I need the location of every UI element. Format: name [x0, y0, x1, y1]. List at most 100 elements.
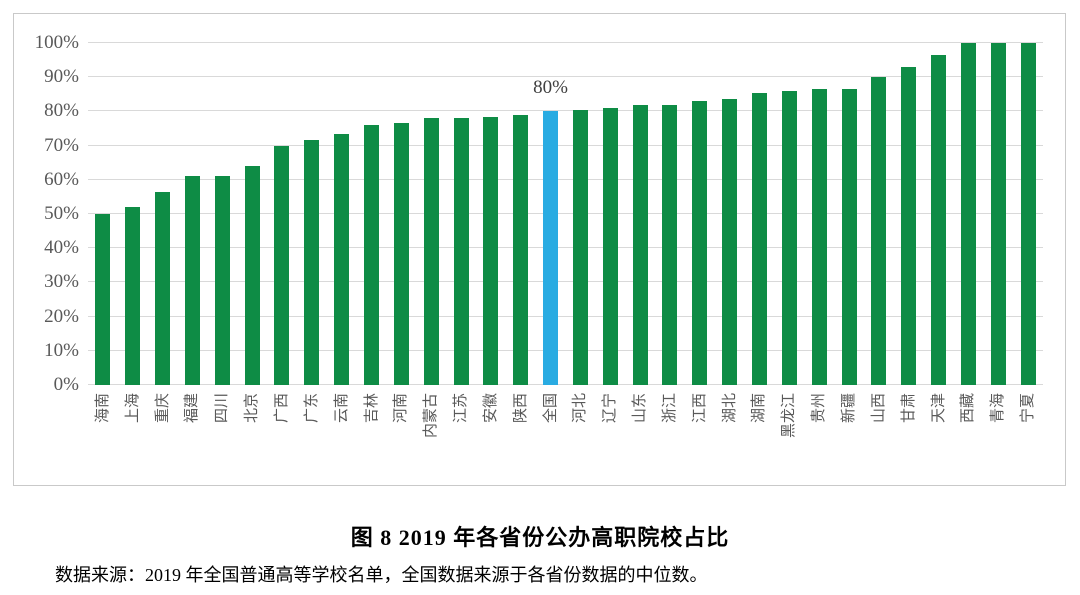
x-axis-label-黑龙江: 黑龙江	[781, 393, 798, 439]
bar-slot-安徽: 安徽	[476, 43, 506, 423]
bar-山西	[871, 77, 887, 385]
y-axis-tick-label-30%: 30%	[44, 271, 79, 293]
y-axis-tick-label-10%: 10%	[44, 339, 79, 361]
x-axis-label-云南: 云南	[333, 393, 350, 424]
x-axis-label-上海: 上海	[124, 393, 141, 424]
x-axis-label-天津: 天津	[930, 393, 947, 424]
y-axis-tick-label-70%: 70%	[44, 134, 79, 156]
bar-slot-吉林: 吉林	[357, 43, 387, 423]
x-axis-label-新疆: 新疆	[841, 393, 858, 424]
data-label-全国: 80%	[533, 77, 568, 99]
x-axis-label-辽宁: 辽宁	[602, 393, 619, 424]
x-axis-label-北京: 北京	[244, 393, 261, 424]
gridline-90%	[88, 76, 1043, 78]
y-axis-tick-label-60%: 60%	[44, 168, 79, 190]
bar-河南	[393, 123, 409, 385]
bar-slot-湖南: 湖南	[745, 43, 775, 423]
x-axis-label-山西: 山西	[870, 393, 887, 424]
x-axis-label-浙江: 浙江	[661, 393, 678, 424]
bar-山东	[632, 104, 648, 385]
bar-北京	[244, 166, 260, 385]
bar-slot-青海: 青海	[983, 43, 1013, 423]
bar-slot-全国: 80% 全国	[533, 43, 568, 423]
bar-安徽	[483, 116, 499, 385]
bar-slot-云南: 云南	[327, 43, 357, 423]
x-axis-label-江西: 江西	[691, 393, 708, 424]
bar-湖北	[722, 99, 738, 385]
bar-slot-浙江: 浙江	[655, 43, 685, 423]
gridline-30%	[88, 281, 1043, 283]
bar-新疆	[841, 89, 857, 385]
bar-slot-福建: 福建	[178, 43, 208, 423]
gridline-40%	[88, 247, 1043, 249]
bar-slot-新疆: 新疆	[834, 43, 864, 423]
x-axis-label-福建: 福建	[184, 393, 201, 424]
x-axis-label-全国: 全国	[542, 393, 559, 424]
figure-caption: 数据来源：2019 年全国普通高等学校名单，全国数据来源于各省份数据的中位数。	[55, 565, 708, 585]
bar-slot-宁夏: 宁夏	[1013, 43, 1043, 423]
bar-黑龙江	[781, 90, 797, 385]
bar-广西	[274, 145, 290, 385]
bars-layer: 海南 上海 重庆 福建 四川 北京 广西 广东 云南 吉林 河南 内蒙古 江苏 安徽 陕西 80% 全国 河北 辽宁…	[88, 43, 1043, 438]
bar-西藏	[960, 43, 976, 385]
bar-slot-江西: 江西	[685, 43, 715, 423]
gridline-60%	[88, 178, 1043, 180]
gridline-100%	[88, 42, 1043, 43]
bar-slot-内蒙古: 内蒙古	[416, 43, 446, 438]
y-axis-tick-label-100%: 100%	[34, 32, 79, 53]
x-axis-label-河南: 河南	[393, 393, 410, 424]
bar-福建	[184, 176, 200, 385]
bar-吉林	[364, 125, 380, 385]
y-axis-tick-label-40%: 40%	[44, 237, 79, 259]
bar-甘肃	[901, 66, 917, 385]
bar-江西	[692, 101, 708, 385]
x-axis-label-湖南: 湖南	[751, 393, 768, 424]
bar-云南	[334, 133, 350, 385]
bar-slot-山东: 山东	[625, 43, 655, 423]
bar-slot-河南: 河南	[386, 43, 416, 423]
bar-slot-辽宁: 辽宁	[595, 43, 625, 423]
bar-slot-四川: 四川	[207, 43, 237, 423]
x-axis-label-海南: 海南	[94, 393, 111, 424]
bar-slot-海南: 海南	[88, 43, 118, 423]
bar-贵州	[811, 89, 827, 385]
x-axis-label-青海: 青海	[990, 393, 1007, 424]
bar-青海	[990, 43, 1006, 385]
bar-湖南	[751, 92, 767, 385]
x-axis-label-山东: 山东	[632, 393, 649, 424]
x-axis-label-广西: 广西	[273, 393, 290, 424]
x-axis-label-湖北: 湖北	[721, 393, 738, 424]
y-axis-tick-label-0%: 0%	[53, 374, 79, 395]
x-axis-label-安徽: 安徽	[482, 393, 499, 424]
x-axis-label-内蒙古: 内蒙古	[423, 393, 440, 439]
bar-slot-黑龙江: 黑龙江	[774, 43, 804, 438]
bar-slot-北京: 北京	[237, 43, 267, 423]
x-axis-label-贵州: 贵州	[811, 393, 828, 424]
bar-slot-甘肃: 甘肃	[894, 43, 924, 423]
bar-天津	[931, 54, 947, 385]
bar-宁夏	[1020, 43, 1036, 385]
x-axis-label-陕西: 陕西	[512, 393, 529, 424]
x-axis-label-四川: 四川	[214, 393, 231, 424]
bar-slot-贵州: 贵州	[804, 43, 834, 423]
bar-四川	[214, 176, 230, 385]
bar-slot-广西: 广西	[267, 43, 297, 423]
bar-slot-上海: 上海	[118, 43, 148, 423]
x-axis-label-江苏: 江苏	[453, 393, 470, 424]
x-axis-label-甘肃: 甘肃	[900, 393, 917, 424]
bar-slot-江苏: 江苏	[446, 43, 476, 423]
highlighted-bar-全国	[543, 111, 559, 385]
y-axis-tick-label-80%: 80%	[44, 100, 79, 122]
bar-重庆	[155, 191, 171, 385]
bar-陕西	[513, 114, 529, 385]
bar-上海	[125, 207, 141, 385]
y-axis-tick-label-50%: 50%	[44, 203, 79, 224]
bar-辽宁	[602, 107, 618, 385]
bar-slot-山西: 山西	[864, 43, 894, 423]
bar-chart-plot: 0% 10% 20% 30% 40% 50% 60% 70% 80% 90% 100% 海南 上海 重庆…	[35, 32, 1043, 438]
bar-slot-河北: 河北	[566, 43, 596, 423]
gridline-70%	[88, 144, 1043, 146]
chart-frame: 0% 10% 20% 30% 40% 50% 60% 70% 80% 90% 100% 海南 上海 重庆…	[13, 13, 1066, 486]
bar-河北	[572, 109, 588, 385]
gridline-0%	[88, 384, 1043, 385]
